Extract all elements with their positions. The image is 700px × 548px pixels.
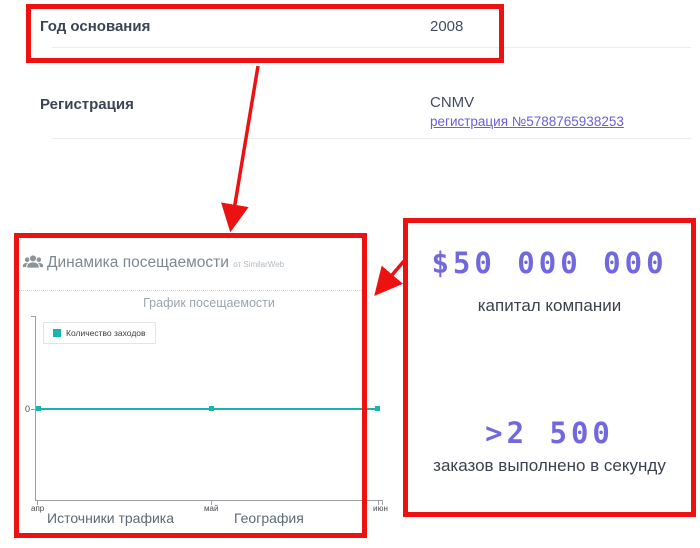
registration-number-link[interactable]: регистрация №5788765938253	[430, 114, 624, 129]
orders-value: >2 500	[485, 416, 614, 450]
data-point-marker	[209, 406, 214, 411]
chart-legend[interactable]: Количество заходов	[43, 322, 156, 344]
x-tick-label-apr: апр	[31, 504, 45, 513]
annotation-arrow-left	[374, 259, 406, 296]
capital-caption: капитал компании	[477, 296, 622, 315]
x-tick-label-may: май	[204, 504, 219, 513]
data-point-marker	[36, 406, 41, 411]
founding-year-value: 2008	[430, 18, 464, 35]
group-icon	[22, 252, 44, 274]
card-divider	[16, 290, 364, 291]
row-divider	[52, 47, 691, 48]
orders-caption: заказов выполнено в секунду	[433, 456, 666, 475]
chart-x-axis	[35, 500, 383, 501]
x-tick-label-jun: июн	[373, 504, 388, 513]
y-axis-tick	[31, 316, 35, 317]
row-divider	[52, 138, 691, 139]
x-axis-tick	[382, 500, 383, 505]
y-axis-tick	[31, 409, 35, 410]
traffic-card-title: Динамика посещаемости от SimilarWeb	[47, 254, 284, 272]
data-point-marker	[375, 406, 380, 411]
x-axis-tick	[211, 500, 212, 505]
similarweb-note: от SimilarWeb	[233, 260, 285, 269]
chart-series-line	[36, 406, 380, 411]
x-axis-tick	[37, 500, 38, 505]
traffic-card-title-text: Динамика посещаемости	[47, 254, 229, 271]
legend-swatch	[53, 329, 61, 337]
registration-value: CNMV	[430, 94, 475, 111]
legend-label: Количество заходов	[66, 328, 146, 338]
chart-y-axis	[35, 316, 36, 501]
annotation-arrow-down	[221, 65, 260, 233]
x-axis-tick	[378, 500, 379, 505]
tab-geography[interactable]: География	[234, 510, 304, 526]
chart-title: График посещаемости	[143, 296, 275, 310]
y-tick-label: 0	[24, 404, 30, 414]
tab-traffic-sources[interactable]: Источники трафика	[47, 510, 175, 526]
capital-value: $50 000 000	[431, 246, 668, 280]
registration-label: Регистрация	[40, 96, 134, 113]
founding-year-label: Год основания	[40, 18, 151, 35]
annotation-box-traffic-card	[14, 233, 367, 538]
